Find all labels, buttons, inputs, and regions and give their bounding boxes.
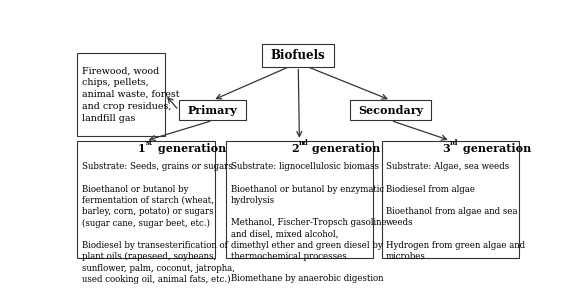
Bar — [350, 100, 431, 121]
Bar — [262, 44, 334, 67]
Text: Biofuels: Biofuels — [271, 49, 325, 62]
Text: Substrate: Seeds, grains or sugars

Bioethanol or butanol by
fermentation of sta: Substrate: Seeds, grains or sugars Bioet… — [81, 162, 235, 284]
Text: 2: 2 — [292, 142, 299, 154]
Text: Primary: Primary — [188, 105, 237, 116]
Bar — [382, 141, 519, 258]
Text: generation: generation — [307, 142, 380, 154]
Text: Substrate: Algae, sea weeds

Biodiesel from algae

Bioethanol from algae and sea: Substrate: Algae, sea weeds Biodiesel fr… — [386, 162, 526, 261]
Text: generation: generation — [154, 142, 226, 154]
Bar — [77, 141, 215, 258]
Bar — [77, 53, 165, 136]
Bar — [179, 100, 246, 121]
Text: nd: nd — [299, 139, 308, 147]
Text: generation: generation — [459, 142, 531, 154]
Text: rd: rd — [450, 139, 459, 147]
Text: Firewood, wood
chips, pellets,
animal waste, forest
and crop residues,
landfill : Firewood, wood chips, pellets, animal wa… — [81, 67, 179, 123]
Text: 1: 1 — [138, 142, 146, 154]
Text: st: st — [146, 139, 152, 147]
Text: Secondary: Secondary — [358, 105, 423, 116]
Bar — [226, 141, 372, 258]
Text: Substrate: lignocellulosic biomass

Bioethanol or butanol by enzymatic
hydrolysi: Substrate: lignocellulosic biomass Bioet… — [230, 162, 386, 284]
Text: 3: 3 — [442, 142, 450, 154]
